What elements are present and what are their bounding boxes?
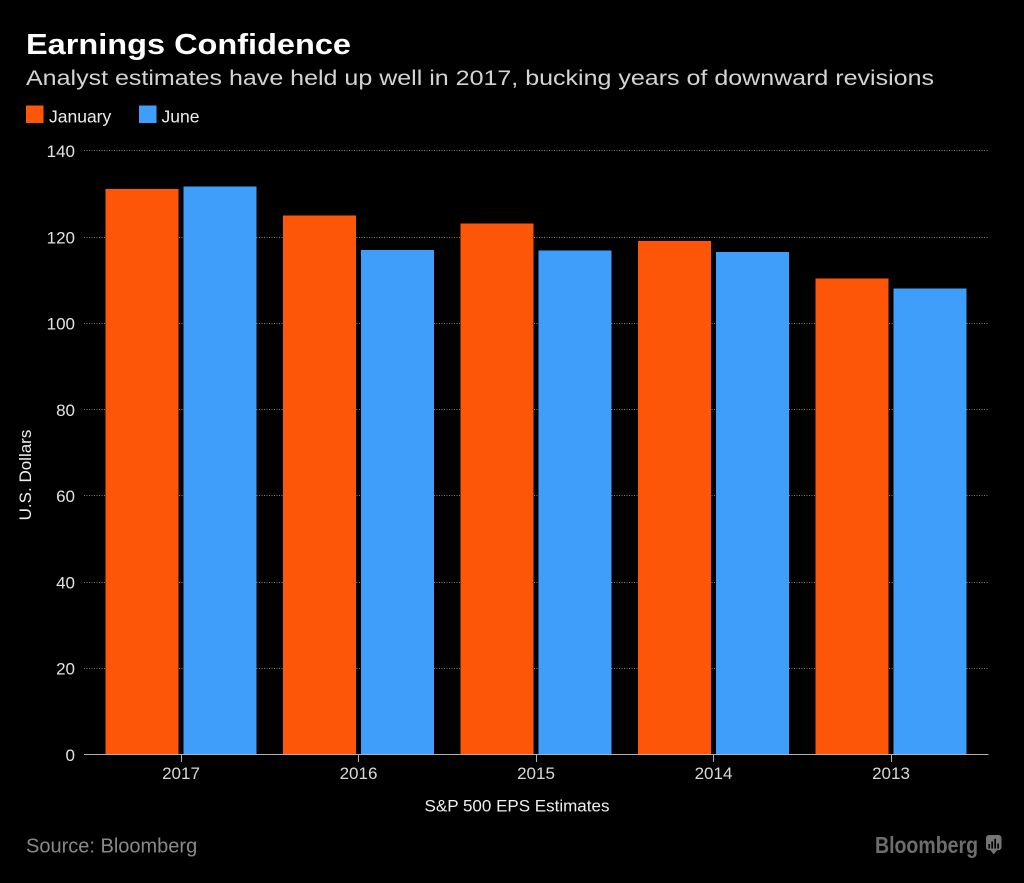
svg-text:Source: Bloomberg: Source: Bloomberg (26, 836, 197, 858)
svg-text:140: 140 (47, 142, 75, 161)
svg-text:2015: 2015 (517, 764, 555, 783)
svg-text:Bloomberg: Bloomberg (875, 832, 978, 858)
svg-text:20: 20 (56, 660, 75, 679)
svg-text:June: June (162, 107, 200, 127)
svg-text:2013: 2013 (872, 764, 910, 783)
svg-text:U.S. Dollars: U.S. Dollars (16, 430, 35, 521)
svg-text:Earnings Confidence: Earnings Confidence (26, 29, 351, 61)
svg-text:January: January (49, 107, 112, 127)
svg-text:2016: 2016 (340, 764, 378, 783)
svg-text:60: 60 (56, 487, 75, 506)
svg-text:100: 100 (47, 315, 75, 334)
svg-text:120: 120 (47, 228, 75, 247)
svg-text:0: 0 (66, 746, 75, 765)
svg-text:2014: 2014 (695, 764, 733, 783)
svg-text:S&P 500 EPS Estimates: S&P 500 EPS Estimates (425, 797, 610, 816)
svg-text:40: 40 (56, 573, 75, 592)
svg-text:2017: 2017 (162, 764, 200, 783)
svg-text:80: 80 (56, 401, 75, 420)
svg-text:Analyst estimates have held up: Analyst estimates have held up well in 2… (26, 67, 934, 90)
